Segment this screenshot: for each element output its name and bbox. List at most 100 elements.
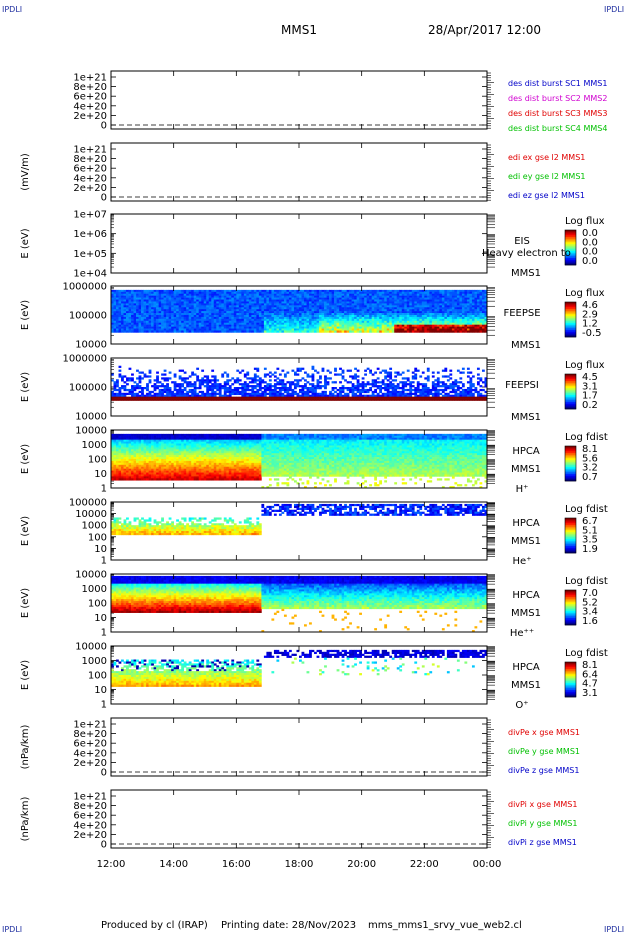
spectrogram-cell [116, 379, 119, 382]
spectrogram-cell [283, 291, 287, 295]
spectrogram-cell [226, 394, 230, 397]
spectrogram-cell [416, 390, 420, 394]
spectrogram-cell [271, 328, 275, 331]
spectrogram-cell [206, 398, 210, 401]
spectrogram-cell [369, 318, 372, 322]
spectrogram-cell [299, 303, 302, 306]
spectrogram-cell [133, 307, 137, 310]
spectrogram-cell [228, 313, 232, 316]
spectrogram-cell [271, 305, 275, 308]
spectrogram-cell [461, 289, 465, 293]
spectrogram-cell [311, 307, 315, 310]
spectrogram-cell [436, 322, 440, 325]
spectrogram-cell [331, 291, 335, 295]
spectrogram-cell [183, 307, 187, 310]
panel-4-colorbar-label-2: 2.9 [582, 309, 598, 320]
spectrogram-cell [461, 385, 465, 388]
spectrogram-cell [178, 392, 182, 396]
spectrogram-cell [401, 303, 405, 306]
spectrogram-cell [359, 326, 362, 329]
spectrogram-cell [271, 293, 275, 296]
spectrogram-cell [136, 387, 139, 390]
spectrogram-cell [223, 318, 227, 322]
spectrogram-cell [198, 295, 202, 298]
spectrogram-cell [356, 305, 360, 308]
spectrogram-cell [136, 324, 139, 327]
spectrogram-cell [454, 390, 458, 394]
spectrogram-cell [288, 328, 292, 331]
spectrogram-cell [429, 303, 433, 306]
spectrogram-cell [394, 307, 398, 310]
spectrogram-cell [186, 330, 190, 333]
spectrogram-cell [461, 305, 465, 308]
spectrogram-cell [466, 322, 470, 325]
spectrogram-cell [256, 394, 260, 397]
spectrogram-cell [261, 293, 265, 296]
colorbar-segment [565, 230, 576, 233]
spectrogram-cell [389, 305, 393, 308]
spectrogram-cell [446, 303, 450, 306]
spectrogram-cell [471, 375, 475, 378]
spectrogram-cell [399, 373, 403, 376]
spectrogram-cell [288, 381, 292, 384]
spectrogram-cell [436, 315, 440, 318]
spectrogram-cell [173, 307, 177, 310]
spectrogram-cell [451, 326, 455, 329]
spectrogram-cell [474, 390, 478, 394]
spectrogram-cell [231, 328, 235, 331]
spectrogram-cell [251, 322, 255, 325]
spectrogram-cell [469, 383, 473, 386]
spectrogram-cell [384, 330, 388, 333]
spectrogram-cell [466, 303, 470, 306]
spectrogram-cell [366, 330, 370, 333]
spectrogram-cell [288, 315, 292, 318]
spectrogram-cell [126, 388, 129, 392]
spectrogram-cell [359, 313, 362, 316]
spectrogram-cell [356, 318, 360, 322]
spectrogram-cell [288, 311, 292, 314]
spectrogram-cell [461, 316, 465, 320]
spectrogram-cell [314, 311, 317, 314]
spectrogram-cell [476, 297, 480, 300]
spectrogram-cell [121, 313, 124, 316]
spectrogram-cell [379, 381, 383, 384]
spectrogram-cell [454, 289, 458, 293]
spectrogram-cell [406, 293, 410, 296]
spectrogram-cell [143, 322, 147, 325]
spectrogram-cell [471, 320, 475, 324]
spectrogram-cell [329, 303, 332, 306]
spectrogram-cell [118, 466, 122, 469]
spectrogram-cell [166, 387, 169, 390]
spectrogram-cell [481, 381, 485, 384]
spectrogram-cell [336, 394, 340, 397]
spectrogram-cell [364, 316, 367, 320]
spectrogram-cell [226, 293, 230, 296]
spectrogram-cell [251, 392, 255, 396]
spectrogram-cell [171, 295, 174, 298]
spectrogram-cell [283, 383, 287, 386]
spectrogram-cell [386, 398, 390, 401]
spectrogram-cell [151, 291, 154, 295]
spectrogram-cell [178, 383, 182, 386]
spectrogram-cell [311, 311, 315, 314]
spectrogram-cell [361, 322, 365, 325]
spectrogram-cell [369, 326, 372, 329]
spectrogram-cell [441, 396, 445, 399]
spectrogram-cell [299, 299, 302, 302]
spectrogram-cell [456, 301, 460, 304]
spectrogram-cell [471, 289, 475, 293]
spectrogram-cell [301, 322, 305, 325]
spectrogram-cell [389, 316, 393, 320]
colorbar-segment [565, 398, 576, 401]
spectrogram-cell [166, 326, 169, 329]
spectrogram-cell [396, 326, 400, 329]
spectrogram-cell [454, 318, 458, 322]
spectrogram-cell [404, 398, 408, 401]
spectrogram-cell [258, 305, 262, 308]
spectrogram-cell [201, 311, 205, 314]
spectrogram-cell [429, 392, 433, 396]
spectrogram-cell [391, 398, 395, 401]
spectrogram-cell [256, 398, 260, 401]
spectrogram-cell [111, 449, 114, 452]
spectrogram-cell [299, 307, 302, 310]
